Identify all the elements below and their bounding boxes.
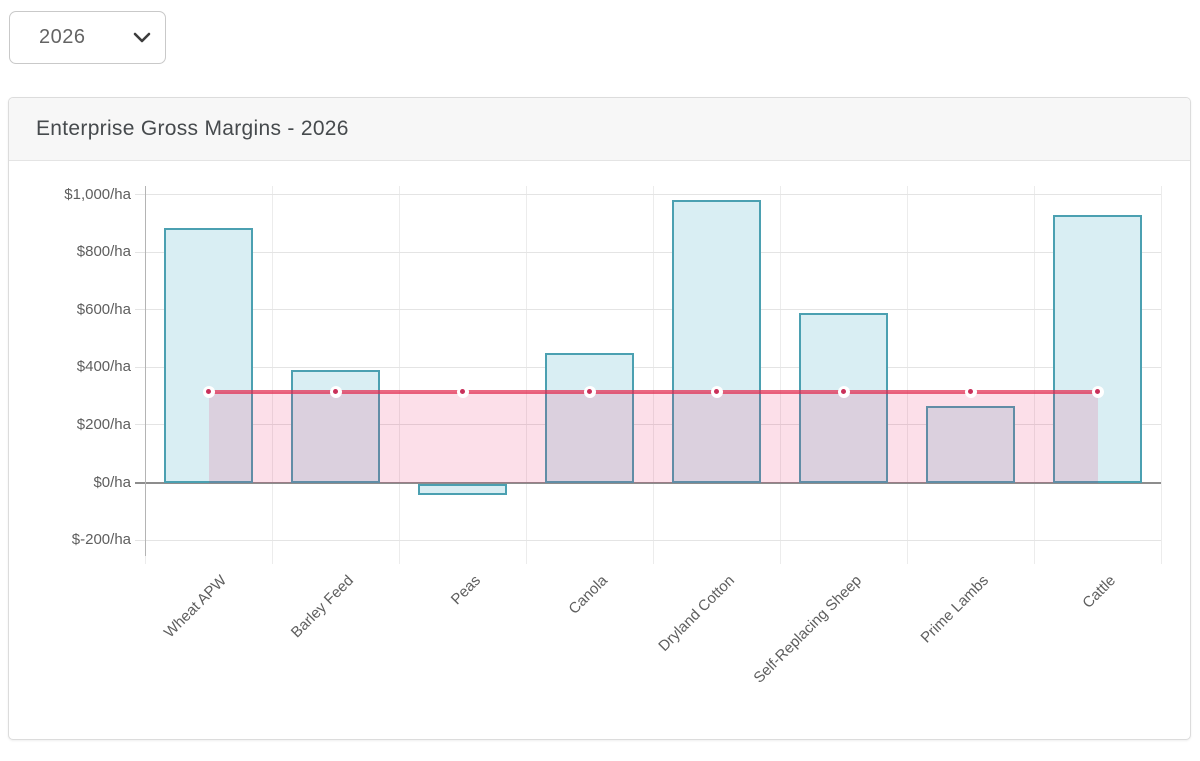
bar-canola[interactable] (545, 353, 634, 483)
zero-gridline (135, 481, 1161, 484)
bar-peas[interactable] (418, 483, 507, 496)
bar-prime-lambs[interactable] (926, 406, 1015, 483)
h-gridline (135, 366, 1161, 368)
bar-dryland-cotton[interactable] (672, 200, 761, 483)
point-dot (587, 389, 592, 395)
average-point-wheat-apw[interactable] (202, 385, 215, 398)
point-dot (333, 389, 338, 395)
v-gridline (780, 186, 781, 564)
point-dot (206, 389, 211, 395)
y-tick-label: $400/ha (76, 358, 131, 376)
average-point-barley-feed[interactable] (329, 385, 342, 398)
v-gridline (1034, 186, 1035, 564)
point-dot (968, 389, 973, 395)
point-dot (1095, 389, 1100, 395)
y-tick-label: $200/ha (76, 415, 131, 433)
y-axis-line (145, 186, 146, 556)
gross-margins-card: Enterprise Gross Margins - 2026 $1,000/h… (8, 97, 1191, 740)
y-tick-label: $-200/ha (71, 531, 131, 549)
average-line-area (208, 391, 1098, 483)
average-point-canola[interactable] (583, 385, 596, 398)
h-gridline (135, 424, 1161, 426)
h-gridline (135, 251, 1161, 253)
average-point-prime-lambs[interactable] (964, 385, 977, 398)
v-gridline (272, 186, 273, 564)
bar-wheat-apw[interactable] (164, 227, 253, 483)
point-dot (841, 389, 846, 395)
v-gridline (653, 186, 654, 564)
v-gridline (526, 186, 527, 564)
enterprise-gross-margins-chart: $1,000/ha $800/ha $600/ha $400/ha $200/ha $0/… (9, 161, 1190, 739)
average-point-dryland-cotton[interactable] (710, 385, 723, 398)
h-gridline (135, 309, 1161, 311)
v-gridline (399, 186, 400, 564)
bar-cattle[interactable] (1053, 214, 1142, 483)
h-gridline (135, 194, 1161, 196)
average-point-peas[interactable] (456, 385, 469, 398)
average-point-self-replacing-sheep[interactable] (837, 385, 850, 398)
point-dot (460, 389, 465, 395)
y-tick-label: $600/ha (76, 300, 131, 318)
average-point-cattle[interactable] (1091, 385, 1104, 398)
h-gridline (135, 539, 1161, 541)
year-select[interactable]: 2026 (9, 11, 166, 64)
y-tick-label: $0/ha (93, 473, 131, 491)
v-gridline (1161, 186, 1162, 564)
card-title: Enterprise Gross Margins - 2026 (36, 117, 349, 140)
point-dot (714, 389, 719, 395)
y-tick-label: $1,000/ha (64, 185, 131, 203)
y-tick-label: $800/ha (76, 243, 131, 261)
year-select-value: 2026 (39, 26, 86, 48)
card-header: Enterprise Gross Margins - 2026 (9, 98, 1190, 161)
average-line (208, 389, 1098, 394)
chevron-down-icon (133, 32, 151, 42)
v-gridline (907, 186, 908, 564)
